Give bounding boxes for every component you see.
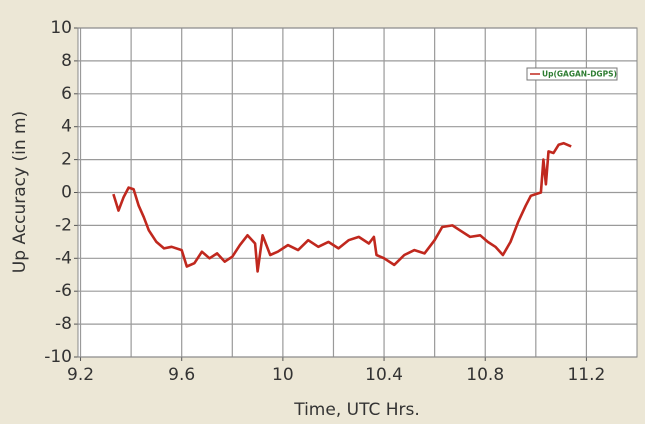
y-tick-label: 0	[61, 183, 72, 203]
y-tick-label: 8	[61, 51, 72, 71]
y-axis-title: Up Accuracy (in m)	[10, 111, 30, 273]
x-tick-label: 10.4	[365, 365, 403, 385]
y-tick-label: 2	[61, 150, 72, 170]
y-tick-label: 4	[61, 117, 72, 137]
y-tick-label: 10	[50, 18, 72, 38]
legend-box	[526, 67, 618, 81]
y-tick-label: -2	[55, 215, 72, 235]
x-tick-label: 10	[272, 365, 294, 385]
y-tick-label: -4	[55, 248, 72, 268]
y-tick-label: -6	[55, 281, 72, 301]
data-line	[112, 141, 572, 273]
y-tick-label: 6	[61, 84, 72, 104]
x-tick-label: 10.8	[466, 365, 504, 385]
y-tick-label: -8	[55, 314, 72, 334]
x-axis-title: Time, UTC Hrs.	[293, 400, 420, 420]
x-tick-label: 11.2	[567, 365, 605, 385]
y-tick-label: -10	[44, 347, 72, 367]
x-tick-label: 9.6	[168, 365, 195, 385]
legend-label: Up(GAGAN-DGPS)	[542, 70, 617, 79]
plot-border	[77, 27, 638, 358]
x-tick-label: 9.2	[67, 365, 94, 385]
